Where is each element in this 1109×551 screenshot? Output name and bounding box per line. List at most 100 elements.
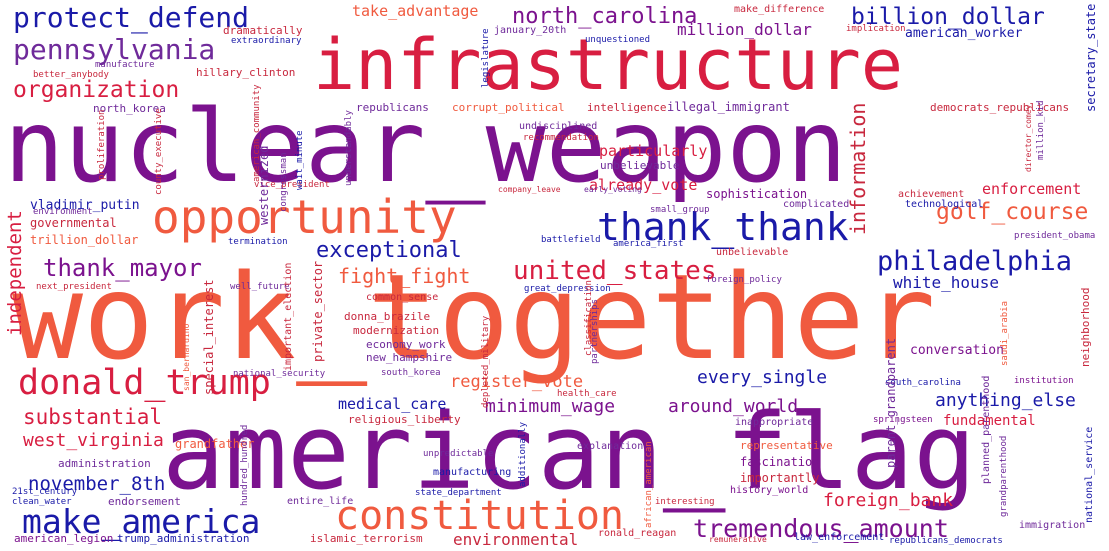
word-better-anybody: better_anybody [33,70,109,80]
word-dramatically: dramatically [223,24,303,37]
word-ronald-reagan: ronald_reagan [598,528,677,539]
word-republicans-democrats: republicans_democrats [889,536,1003,546]
word-entire-life: entire_life [287,496,354,507]
word-new-hampshire: new_hampshire [366,351,453,364]
word-importantly: importantly [740,471,820,485]
word-north-carolina: north_carolina [512,4,698,29]
word-american-community: american_community [252,84,262,182]
word-intelligence: intelligence [587,101,667,114]
word-next-president: next_president [36,282,112,292]
word-modernization: modernization [353,324,440,337]
word-west-virginia: west_virginia [23,430,164,451]
word-corrupt-political: corrupt_political [452,101,565,114]
word-enforcement: enforcement [982,180,1082,198]
word-manufacture: manufacture [95,60,155,70]
word-technological: technological [905,199,984,210]
word-independent: independent [4,210,26,336]
word-trump-administration: trump_administration [117,532,250,545]
word-law-enforcement: law_enforcement [794,532,885,543]
word-exceptional: exceptional [316,238,462,263]
word-organization: organization [13,77,180,103]
word-depleted-military: depleted_military [481,315,491,408]
word-recommendation: recommendation [523,133,599,143]
word-american-flag: american_flag [162,391,976,513]
word-hundred-hundred: hundred_hundred [240,424,250,506]
word-grandparenthood: grandparenthood [999,435,1009,517]
word-work-together: work_together [12,248,936,386]
word-national-service: national_service [1084,426,1095,523]
word-interesting: interesting [655,497,715,507]
word-golf-course: golf_course [936,199,1089,225]
word-administration: administration [58,457,151,470]
word-religious-liberty: religious_liberty [348,413,461,426]
word-substantial: substantial [23,405,163,429]
word-fundamental: fundamental [943,413,1036,429]
word-environment: environment [33,207,93,217]
word-fight-fight: fight_fight [338,264,471,288]
word-additionally: additionally [518,421,528,487]
word-grandfather: grandfather [175,437,255,451]
word-already-vote: already_vote [589,176,698,194]
word-particularly: particularly [599,142,708,160]
word-south-carolina: south_carolina [885,378,961,388]
word-implication: implication [846,24,906,34]
word-small-group: small_group [650,205,710,215]
word-economy-work: economy_work [366,338,446,351]
word-million-dollar: million_dollar [677,20,812,39]
word-unpredictable: unpredictable [423,449,494,459]
word-democrats-republicans: democrats_republicans [930,101,1070,114]
word-manufacturing: manufacturing [433,467,512,478]
word-million-kid: million_kid [1036,100,1046,160]
word-saudi-arabia: saudi_arabia [1000,300,1010,366]
word-opportunity: opportunity [152,190,457,244]
word-health-care: health_care [557,389,617,399]
word-wait-minute: wait_minute [295,130,305,190]
word-donald-trump: donald_trump [18,363,271,403]
word-clean-water: clean_water [12,497,72,507]
word-vladimir-putin: vladimir_putin [30,198,140,213]
word-termination: termination [228,237,288,247]
word-company-leave: company_leave [498,185,561,194]
word-american-worker: american_worker [905,26,1023,41]
word-illegal-immigrant: illegal_immigrant [667,100,790,114]
word-explanation: explanation [577,441,644,452]
word-remunerative: remunerative [709,535,767,544]
word-institution: institution [1014,376,1074,386]
word-achievement: achievement [898,189,965,200]
word-21st-century: 21st_century [12,487,78,497]
word-san-bernardino: san_bernardino [182,323,191,391]
word-well-future: well_future [230,282,290,292]
word-fascination: fascination [740,455,820,469]
word-county-executive: county_executive [154,108,164,195]
word-thank-mayor: thank_mayor [43,254,202,282]
word-constitution: constitution [335,493,624,539]
word-unquestioned: unquestioned [585,35,651,45]
word-early-voting: early_voting [584,185,642,194]
word-governmental: governmental [30,216,117,230]
word-tremendous-amount: tremendous_amount [693,514,949,543]
word-islamic-terrorism: islamic_terrorism [310,532,423,545]
word-hillary-clinton: hillary_clinton [196,66,296,79]
word-minimum-wage: minimum_wage [485,396,616,417]
word-make-america: make_america [22,502,261,541]
word-every-single: every_single [697,367,828,388]
word-american-legion: american_legion [14,532,114,545]
word-infrastructure: infrastructure [313,24,904,106]
word-national-security: national_security [233,369,326,379]
word-secretary-state: secretary_state [1084,3,1098,112]
word-understandably: understandably [344,110,354,186]
word-united-states: united_states [513,256,717,286]
word-undisciplined: undisciplined [519,121,598,132]
word-legislature: legislature [481,28,491,88]
word-philadelphia: philadelphia [877,246,1073,277]
word-foreign-bank: foreign_bank [823,490,954,511]
word-parent-grandparent: parent_grandparent [884,337,898,468]
word-north-korea: north_korea [93,102,166,115]
word-proliferation: proliferation [97,109,107,180]
word-anything-else: anything_else [935,390,1076,411]
word-common-sense: common_sense [366,292,439,303]
word-january-20th: january_20th [494,25,567,36]
word-unbelievably: unbelievable [716,247,789,258]
word-pennsylvania: pennsylvania [13,33,216,66]
